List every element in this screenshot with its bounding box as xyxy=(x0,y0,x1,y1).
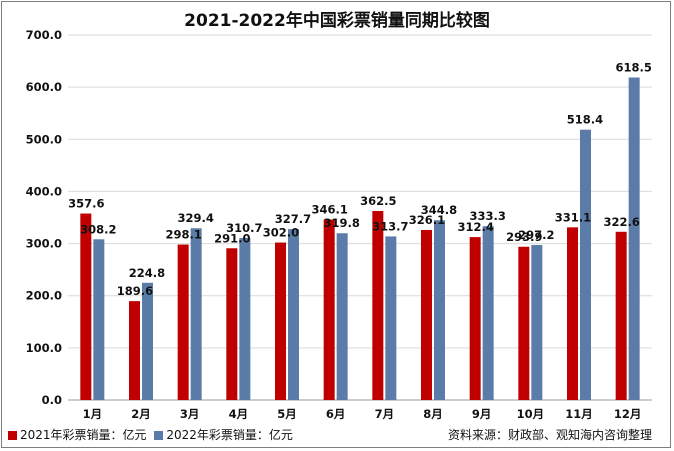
y-tick-label: 200.0 xyxy=(26,289,62,303)
data-label: 319.8 xyxy=(323,216,359,230)
x-tick-label: 10月 xyxy=(517,407,545,421)
data-label: 313.7 xyxy=(372,219,408,233)
data-label: 344.8 xyxy=(421,203,457,217)
y-tick-label: 700.0 xyxy=(26,28,62,42)
bar-2021 xyxy=(421,229,432,400)
y-tick-label: 500.0 xyxy=(26,132,62,146)
data-label: 618.5 xyxy=(615,60,651,74)
x-tick-label: 3月 xyxy=(180,407,200,421)
x-tick-label: 8月 xyxy=(423,407,443,421)
legend-swatch-2021 xyxy=(8,431,17,440)
y-tick-label: 300.0 xyxy=(26,237,62,251)
x-tick-label: 1月 xyxy=(83,407,103,421)
data-label: 322.6 xyxy=(603,215,639,229)
x-tick-label: 7月 xyxy=(375,407,395,421)
data-label: 518.4 xyxy=(567,113,603,127)
bar-2021 xyxy=(518,246,530,400)
x-tick-label: 12月 xyxy=(614,407,642,421)
data-label: 298.1 xyxy=(165,228,201,242)
data-label: 310.7 xyxy=(226,221,262,235)
bar-2022 xyxy=(628,77,640,400)
data-label: 302.0 xyxy=(263,226,299,240)
x-axis-ticks: 1月 2月 3月 4月 5月 6月 7月 8月 9月 10月 11月 12月 xyxy=(83,407,642,421)
data-label: 362.5 xyxy=(360,194,396,208)
y-axis-ticks: 0.0 100.0 200.0 300.0 400.0 500.0 600.0 700.0 xyxy=(26,28,62,407)
legend-item-2021: 2021年彩票销量：亿元 xyxy=(8,428,147,442)
data-label: 327.7 xyxy=(275,212,311,226)
data-label: 189.6 xyxy=(117,284,153,298)
y-tick-label: 0.0 xyxy=(42,393,62,407)
legend-label-2022: 2022年彩票销量：亿元 xyxy=(166,428,293,442)
x-tick-label: 4月 xyxy=(229,407,249,421)
bar-2021 xyxy=(323,219,335,400)
y-tick-label: 400.0 xyxy=(26,184,62,198)
x-tick-label: 9月 xyxy=(472,407,492,421)
data-label: 331.1 xyxy=(555,210,591,224)
bar-2021 xyxy=(469,237,481,400)
bar-2021 xyxy=(80,213,92,400)
bar-2021 xyxy=(177,244,189,400)
bar-2021 xyxy=(275,242,286,400)
x-tick-label: 6月 xyxy=(326,407,346,421)
bar-2022 xyxy=(239,237,251,400)
bar-2021 xyxy=(615,231,627,400)
bar-2022 xyxy=(482,226,494,400)
legend-item-2022: 2022年彩票销量：亿元 xyxy=(154,428,293,442)
data-label: 224.8 xyxy=(129,266,165,280)
bar-2021 xyxy=(372,210,384,400)
grid-lines xyxy=(68,34,652,401)
data-label: 329.4 xyxy=(177,211,213,225)
x-tick-label: 2月 xyxy=(131,407,151,421)
legend-swatch-2022 xyxy=(154,431,164,440)
bar-2022 xyxy=(288,229,299,400)
legend-label-2021: 2021年彩票销量：亿元 xyxy=(20,428,147,442)
bar-2022 xyxy=(385,236,397,400)
legend: 2021年彩票销量：亿元 2022年彩票销量：亿元 xyxy=(8,426,293,443)
data-label: 297.2 xyxy=(518,228,554,242)
data-label: 333.3 xyxy=(469,209,505,223)
y-tick-label: 600.0 xyxy=(26,80,62,94)
bar-2022 xyxy=(142,282,153,400)
chart-title: 2021-2022年中国彩票销量同期比较图 xyxy=(184,11,490,31)
bar-2022 xyxy=(190,228,202,400)
x-tick-label: 5月 xyxy=(277,407,297,421)
data-labels: 357.6 308.2 189.6 224.8 298.1 329.4291.0310.7… xyxy=(68,60,652,298)
bar-2022 xyxy=(531,245,543,400)
source-note: 资料来源：财政部、观知海内咨询整理 xyxy=(447,428,652,442)
y-tick-label: 100.0 xyxy=(26,341,62,355)
data-label: 291.0 xyxy=(214,231,250,245)
data-label: 312.4 xyxy=(457,220,493,234)
data-label: 357.6 xyxy=(68,197,104,211)
bar-2021 xyxy=(129,301,140,400)
data-label: 326.1 xyxy=(409,213,445,227)
data-label: 346.1 xyxy=(311,203,347,217)
bar-2021 xyxy=(226,248,238,400)
data-label: 308.2 xyxy=(80,222,116,236)
bars xyxy=(80,77,640,401)
x-tick-label: 11月 xyxy=(565,407,593,421)
bar-2022 xyxy=(336,233,348,400)
data-label: 293.9 xyxy=(506,230,542,244)
bar-2021 xyxy=(567,227,578,400)
bar-2022 xyxy=(434,220,445,400)
bar-2022 xyxy=(580,129,591,401)
bar-2022 xyxy=(93,239,105,400)
